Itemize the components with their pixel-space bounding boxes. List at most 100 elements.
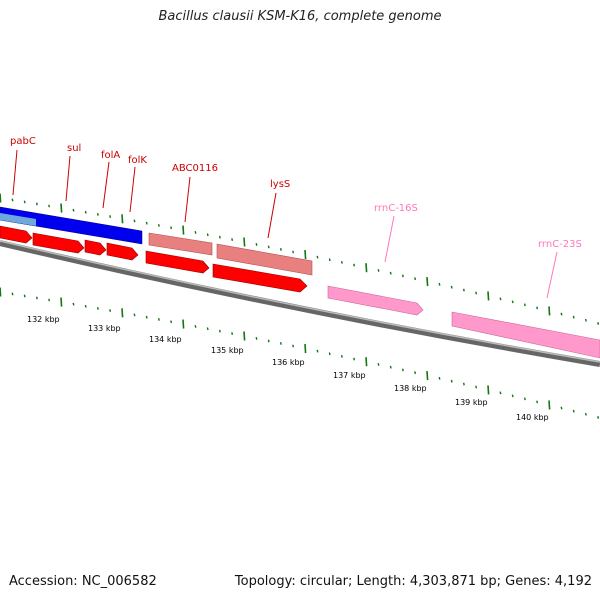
minor-tick	[536, 306, 539, 310]
minor-tick	[206, 233, 209, 237]
minor-tick	[170, 226, 173, 230]
major-tick	[121, 308, 124, 318]
major-tick	[60, 297, 63, 307]
scale-label: 132 kbp	[27, 315, 60, 324]
major-tick	[426, 370, 429, 381]
map-title: Bacillus clausii KSM-K16, complete genom…	[158, 9, 442, 24]
gene-label-rrnC-23S: rrnC-23S	[538, 239, 582, 250]
minor-tick	[401, 274, 404, 278]
minor-tick	[499, 297, 502, 301]
gene-blue-arrow	[0, 206, 143, 245]
gene-label-folK: folK	[128, 155, 147, 166]
gene-label-ABC0116: ABC0116	[172, 163, 218, 174]
minor-tick	[157, 224, 160, 227]
minor-tick	[218, 235, 221, 239]
minor-tick	[584, 412, 587, 416]
major-tick	[426, 276, 429, 287]
gene-lightblue-arrow-2	[0, 213, 36, 226]
minor-tick	[206, 327, 209, 331]
scale-label: 133 kbp	[88, 324, 121, 333]
minor-tick	[450, 285, 453, 289]
minor-tick	[11, 198, 14, 202]
major-tick	[548, 400, 551, 410]
minor-tick	[353, 357, 356, 361]
gene-salmon-box	[148, 232, 213, 256]
minor-tick	[389, 365, 392, 369]
minor-tick	[231, 332, 234, 335]
minor-tick	[328, 352, 331, 356]
minor-tick	[194, 230, 197, 234]
major-tick	[182, 225, 185, 235]
gene-label-rrnC-16S: rrnC-16S	[374, 203, 418, 214]
outer-tick-ring	[0, 193, 600, 325]
major-tick	[182, 319, 185, 329]
gene-red-arrow	[212, 263, 308, 293]
gene-red-arrow	[145, 250, 210, 274]
scale-label: 138 kbp	[394, 384, 427, 393]
accession-text: Accession: NC_006582	[9, 574, 157, 589]
scale-label: 134 kbp	[149, 335, 182, 344]
minor-tick	[560, 406, 563, 410]
gene-label-sul: sul	[67, 143, 81, 154]
scale-label: 139 kbp	[455, 398, 488, 407]
minor-tick	[572, 409, 575, 413]
minor-tick	[438, 376, 441, 380]
major-tick	[487, 385, 490, 395]
minor-tick	[377, 363, 380, 366]
gene-red-arrow	[106, 242, 139, 261]
minor-tick	[133, 313, 136, 317]
minor-tick	[572, 315, 575, 319]
minor-tick	[279, 248, 282, 251]
minor-tick	[194, 324, 197, 328]
scale-label: 136 kbp	[272, 358, 305, 367]
minor-tick	[401, 368, 404, 372]
minor-tick	[340, 260, 343, 264]
minor-tick	[157, 318, 160, 321]
minor-tick	[328, 258, 331, 262]
major-tick	[121, 214, 124, 224]
minor-tick	[499, 391, 502, 395]
minor-tick	[231, 238, 234, 241]
inner-tick-ring	[0, 287, 600, 419]
gene-red-arrow	[0, 225, 33, 244]
major-tick	[60, 203, 63, 213]
gene-red-arrow	[32, 232, 85, 254]
genome-backbone-highlight	[0, 240, 600, 363]
minor-tick	[438, 282, 441, 286]
minor-tick	[72, 208, 75, 212]
major-tick	[0, 287, 2, 297]
minor-tick	[109, 309, 112, 312]
minor-tick	[450, 379, 453, 383]
minor-tick	[475, 385, 478, 389]
minor-tick	[414, 371, 417, 375]
major-tick	[365, 263, 368, 273]
minor-tick	[292, 250, 295, 254]
gene-red-arrow	[84, 239, 107, 256]
gene-salmon-box	[216, 243, 313, 276]
minor-tick	[23, 294, 26, 298]
gene-labels: pabC sul folA folK ABC0116 lysS rrnC-16S…	[10, 136, 582, 250]
genome-summary-text: Topology: circular; Length: 4,303,871 bp…	[234, 574, 592, 589]
gene-label-folA: folA	[101, 150, 120, 161]
minor-tick	[316, 255, 319, 259]
minor-tick	[536, 400, 539, 404]
scale-labels: 132 kbp 133 kbp 134 kbp 135 kbp 136 kbp …	[27, 315, 549, 422]
minor-tick	[560, 312, 563, 316]
major-tick	[243, 331, 246, 341]
minor-tick	[377, 269, 380, 272]
minor-tick	[84, 304, 87, 308]
major-tick	[304, 343, 307, 354]
major-tick	[0, 193, 2, 203]
minor-tick	[414, 277, 417, 281]
minor-tick	[11, 292, 14, 296]
gene-label-lysS: lysS	[270, 179, 290, 190]
minor-tick	[340, 354, 343, 358]
minor-tick	[35, 296, 38, 300]
rrna-23s-arrow	[451, 311, 600, 359]
minor-tick	[584, 318, 587, 322]
scale-label: 137 kbp	[333, 371, 366, 380]
minor-tick	[523, 397, 526, 401]
minor-tick	[523, 303, 526, 307]
minor-tick	[316, 349, 319, 353]
